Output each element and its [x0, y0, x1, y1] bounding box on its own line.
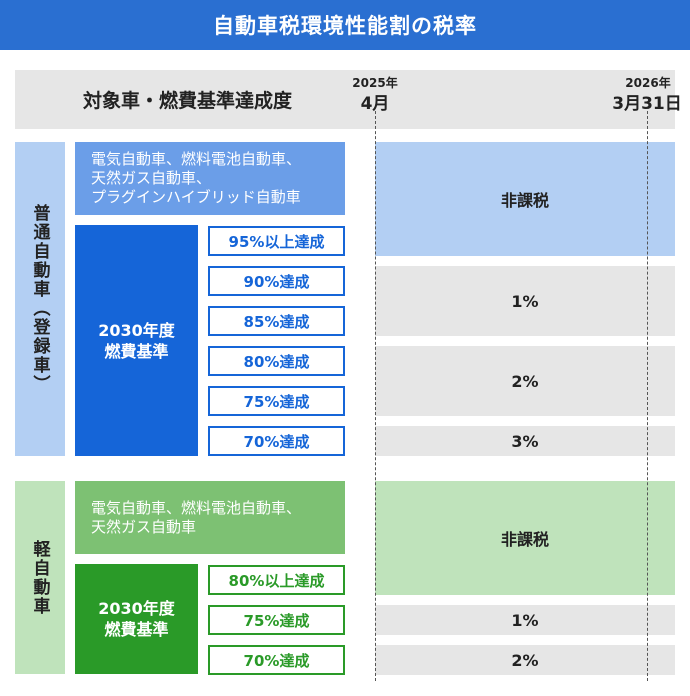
kei-car-side-label: 軽自動車: [15, 481, 65, 674]
start-year: 2025年: [352, 76, 398, 90]
regular-level-80: 80%達成: [208, 346, 345, 376]
regular-rate-1: 1%: [375, 266, 675, 336]
end-year: 2026年: [625, 76, 671, 90]
regular-level-90: 90%達成: [208, 266, 345, 296]
regular-level-85: 85%達成: [208, 306, 345, 336]
kei-level-75: 75%達成: [208, 605, 345, 635]
regular-car-side-label: 普通自動車（登録車）: [15, 142, 65, 456]
regular-level-95: 95%以上達成: [208, 226, 345, 256]
regular-rate-3: 3%: [375, 426, 675, 456]
kei-level-80: 80%以上達成: [208, 565, 345, 595]
kei-fuel-standard: 2030年度 燃費基準: [75, 564, 198, 674]
regular-ev-category: 電気自動車、燃料電池自動車、 天然ガス自動車、 プラグインハイブリッド自動車: [75, 142, 345, 215]
end-date-line: [647, 111, 648, 681]
kei-rate-exempt: 非課税: [375, 481, 675, 595]
kei-rate-1: 1%: [375, 605, 675, 635]
kei-level-70: 70%達成: [208, 645, 345, 675]
end-date: 3月31日: [612, 94, 682, 114]
start-date-line: [375, 111, 376, 681]
kei-ev-category: 電気自動車、燃料電池自動車、 天然ガス自動車: [75, 481, 345, 554]
regular-level-75: 75%達成: [208, 386, 345, 416]
regular-level-70: 70%達成: [208, 426, 345, 456]
kei-rate-2: 2%: [375, 645, 675, 675]
regular-rate-2: 2%: [375, 346, 675, 416]
regular-fuel-standard: 2030年度 燃費基準: [75, 225, 198, 456]
regular-rate-exempt: 非課税: [375, 142, 675, 256]
start-date: 4月: [360, 94, 390, 114]
header-label: 対象車・燃費基準達成度: [82, 90, 292, 112]
page-title: 自動車税環境性能割の税率: [0, 0, 690, 50]
header-bar: [15, 70, 675, 129]
